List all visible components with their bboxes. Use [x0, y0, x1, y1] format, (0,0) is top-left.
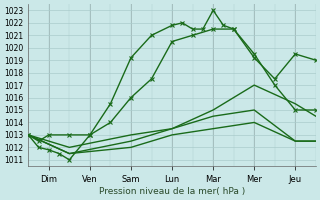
X-axis label: Pression niveau de la mer( hPa ): Pression niveau de la mer( hPa ) [99, 187, 245, 196]
